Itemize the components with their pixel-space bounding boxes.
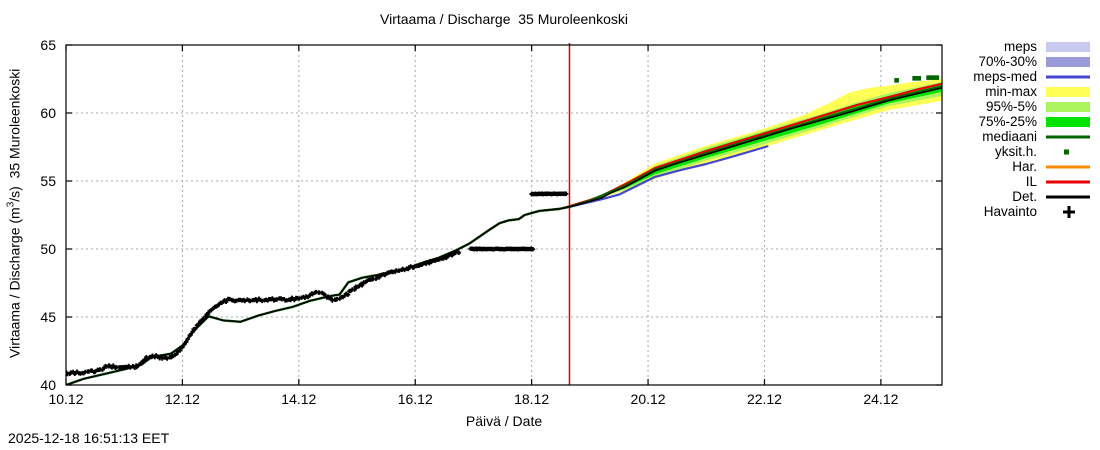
legend-item-p70-30: 70%-30%	[973, 54, 1090, 69]
chart-series	[66, 79, 942, 385]
x-tick-label: 14.12	[281, 391, 316, 407]
legend-swatch-havainto-icon	[1044, 205, 1090, 218]
y-tick-label: 40	[40, 377, 56, 393]
single-simulation-points	[894, 75, 940, 83]
legend-item-yksit-h: yksit.h.	[973, 144, 1090, 159]
x-tick-label: 10.12	[48, 391, 83, 407]
legend-label-det: Det.	[1012, 189, 1037, 204]
legend-item-p75-25: 75%-25%	[973, 114, 1090, 129]
legend-swatch-det-icon	[1044, 191, 1090, 203]
legend: meps 70%-30% meps-med min-max 95%-5% 75%-25% m…	[973, 39, 1090, 219]
x-tick-label: 20.12	[631, 391, 666, 407]
legend-swatch-mediaani-icon	[1044, 131, 1090, 143]
tick-labels: 40 45 50 55 60 65 10.12 12.12 14.12 16.12 18.12 20.…	[40, 37, 898, 407]
legend-swatch-p70-30-icon	[1044, 56, 1090, 68]
legend-swatch-yksit-h-icon	[1044, 146, 1090, 158]
legend-label-p95-5: 95%-5%	[985, 99, 1037, 114]
legend-label-har: Har.	[1012, 159, 1037, 174]
y-tick-label: 45	[40, 309, 56, 325]
legend-swatch-il-icon	[1044, 176, 1090, 188]
legend-item-p95-5: 95%-5%	[973, 99, 1090, 114]
x-axis-label: Päivä / Date	[465, 413, 543, 429]
legend-label-p70-30: 70%-30%	[978, 54, 1037, 69]
legend-swatch-p75-25-icon	[1044, 116, 1090, 128]
x-tick-label: 16.12	[398, 391, 433, 407]
x-tick-label: 22.12	[747, 391, 782, 407]
y-tick-label: 50	[40, 241, 56, 257]
legend-label-havainto: Havainto	[983, 204, 1037, 219]
legend-item-havainto: Havainto	[973, 204, 1090, 219]
render-timestamp: 2025-12-18 16:51:13 EET	[8, 430, 170, 446]
legend-item-det: Det.	[973, 189, 1090, 204]
legend-label-il: IL	[1025, 174, 1037, 189]
legend-item-meps: meps	[973, 39, 1090, 54]
y-tick-label: 60	[40, 105, 56, 121]
legend-swatch-p95-5-icon	[1044, 101, 1090, 113]
legend-label-yksit-h: yksit.h.	[994, 144, 1037, 159]
legend-label-meps: meps	[1003, 39, 1037, 54]
observations-havainto	[66, 191, 569, 377]
y-axis-label-superscript: 3	[5, 201, 17, 208]
x-tick-label: 24.12	[863, 391, 898, 407]
legend-label-mediaani: mediaani	[982, 129, 1037, 144]
chart-title: Virtaama / Discharge 35 Muroleenkoski	[380, 11, 628, 27]
legend-item-meps-med: meps-med	[973, 69, 1090, 84]
legend-swatch-min-max-icon	[1044, 86, 1090, 98]
x-tick-label: 18.12	[514, 391, 549, 407]
gridlines	[66, 45, 942, 386]
y-axis-label: Virtaama / Discharge (m3/s) 35 Muroleenk…	[5, 68, 23, 358]
legend-swatch-har-icon	[1044, 161, 1090, 173]
legend-swatch-meps-icon	[1044, 41, 1090, 53]
x-tick-label: 12.12	[165, 391, 200, 407]
legend-item-har: Har.	[973, 159, 1090, 174]
legend-item-mediaani: mediaani	[973, 129, 1090, 144]
legend-label-p75-25: 75%-25%	[978, 114, 1037, 129]
legend-item-il: IL	[973, 174, 1090, 189]
y-tick-label: 55	[40, 173, 56, 189]
legend-label-meps-med: meps-med	[973, 69, 1037, 84]
band-75%-25%	[592, 84, 942, 200]
y-tick-label: 65	[40, 37, 56, 53]
plot-border-and-ticks	[65, 44, 943, 386]
legend-item-min-max: min-max	[973, 84, 1090, 99]
line-meps-med	[568, 145, 769, 208]
legend-label-min-max: min-max	[985, 84, 1037, 99]
legend-swatch-meps-med-icon	[1044, 71, 1090, 83]
